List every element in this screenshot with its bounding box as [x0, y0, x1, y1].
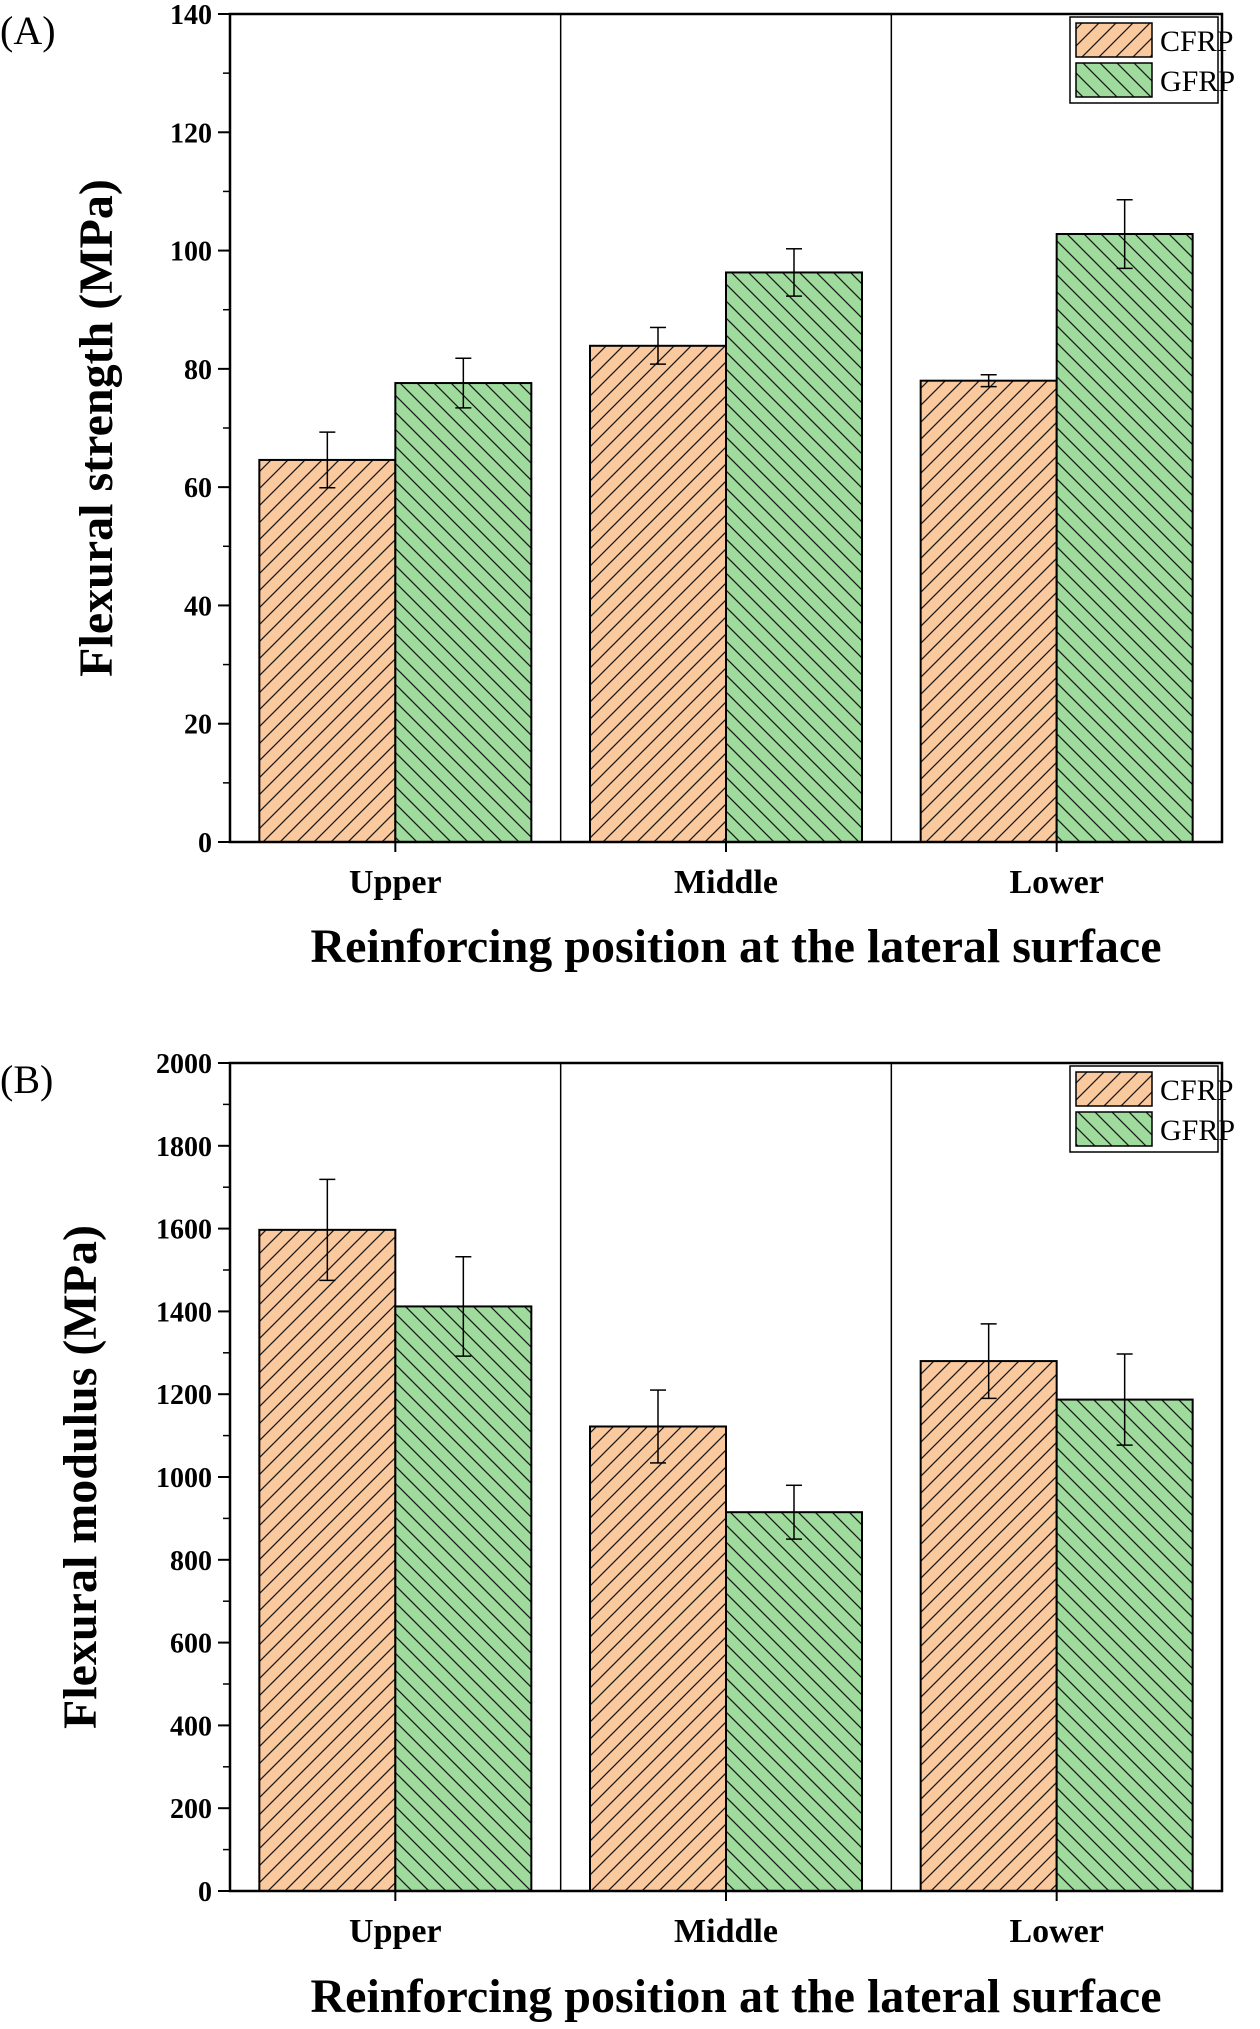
y-tick-label: 800: [170, 1546, 212, 1577]
y-tick-label: 140: [170, 0, 212, 31]
bar-gfrp-upper: [394, 382, 533, 843]
y-tick-label: 40: [184, 591, 212, 622]
error-bar-cfrp-lower: [980, 374, 997, 388]
y-tick-label: 20: [184, 710, 212, 741]
y-tick-label: 80: [184, 355, 212, 386]
legend-swatch-gfrp: [1075, 1111, 1153, 1147]
error-bar-gfrp-lower: [1116, 1353, 1133, 1446]
y-tick-label: 1000: [156, 1463, 212, 1494]
y-tick-label: 200: [170, 1794, 212, 1825]
error-bar-cfrp-upper: [319, 1178, 336, 1282]
bar-cfrp-lower: [919, 1360, 1058, 1892]
error-bar-gfrp-upper: [455, 357, 472, 409]
bar-cfrp-upper: [258, 1228, 397, 1893]
x-axis-title: Reinforcing position at the lateral surf…: [311, 1970, 1162, 2023]
error-bar-gfrp-middle: [786, 248, 802, 297]
error-bar-cfrp-middle: [650, 1389, 666, 1464]
y-tick-label: 100: [170, 237, 212, 268]
x-tick-label-upper: Upper: [349, 864, 442, 901]
y-tick-label: 0: [198, 828, 212, 859]
legend-swatch-cfrp: [1075, 22, 1153, 58]
legend: CFRP GFRP: [1069, 1065, 1235, 1153]
y-axis-title: Flexural strength (MPa): [70, 179, 123, 677]
bar-cfrp-middle: [589, 344, 727, 843]
y-tick-label: 2000: [156, 1049, 212, 1080]
panel-label: (B): [0, 1057, 53, 1102]
x-tick-label-middle: Middle: [674, 1913, 778, 1950]
x-tick-label-middle: Middle: [674, 864, 778, 901]
x-tick-label-lower: Lower: [1009, 864, 1103, 901]
y-tick-label: 120: [170, 118, 212, 149]
y-tick-label: 1200: [156, 1380, 212, 1411]
legend-label-cfrp: CFRP: [1160, 1074, 1233, 1107]
legend: CFRP GFRP: [1069, 16, 1235, 104]
bar-gfrp-middle: [725, 271, 863, 843]
y-axis-title: Flexural modulus (MPa): [54, 1225, 107, 1729]
error-bar-gfrp-middle: [786, 1484, 802, 1540]
bar-cfrp-lower: [919, 379, 1058, 843]
legend-label-gfrp: GFRP: [1160, 65, 1235, 98]
chart-panel-a: Upper Middle Lower 0 20 40 60 80 100 120 140 Flexur…: [0, 0, 1235, 973]
error-bar-cfrp-upper: [319, 431, 336, 489]
y-tick-label: 600: [170, 1629, 212, 1660]
x-axis-title: Reinforcing position at the lateral surf…: [311, 920, 1162, 973]
legend-swatch-cfrp: [1075, 1071, 1153, 1107]
chart-panel-b: Upper Middle Lower 0 200 400 600 800 1000 1200 140…: [0, 1049, 1235, 2023]
bar-cfrp-upper: [258, 458, 397, 843]
bar-cfrp-middle: [589, 1425, 727, 1892]
legend-label-gfrp: GFRP: [1160, 1114, 1235, 1147]
y-tick-label: 1600: [156, 1215, 212, 1246]
y-tick-label: 60: [184, 473, 212, 504]
y-tick-label: 400: [170, 1711, 212, 1742]
panel-label: (A): [0, 8, 56, 53]
y-tick-label: 1800: [156, 1132, 212, 1163]
bar-gfrp-upper: [394, 1305, 533, 1892]
x-tick-label-upper: Upper: [349, 1913, 442, 1950]
bar-gfrp-lower: [1055, 233, 1194, 844]
y-tick-label: 0: [198, 1877, 212, 1908]
bar-gfrp-lower: [1055, 1398, 1194, 1893]
bar-gfrp-middle: [725, 1511, 863, 1892]
error-bar-cfrp-lower: [980, 1323, 997, 1400]
legend-swatch-gfrp: [1075, 62, 1153, 98]
error-bar-gfrp-upper: [455, 1256, 472, 1357]
error-bar-gfrp-lower: [1116, 198, 1133, 270]
error-bar-cfrp-middle: [650, 326, 666, 365]
y-tick-label: 1400: [156, 1297, 212, 1328]
legend-label-cfrp: CFRP: [1160, 25, 1233, 58]
x-tick-label-lower: Lower: [1009, 1913, 1103, 1950]
